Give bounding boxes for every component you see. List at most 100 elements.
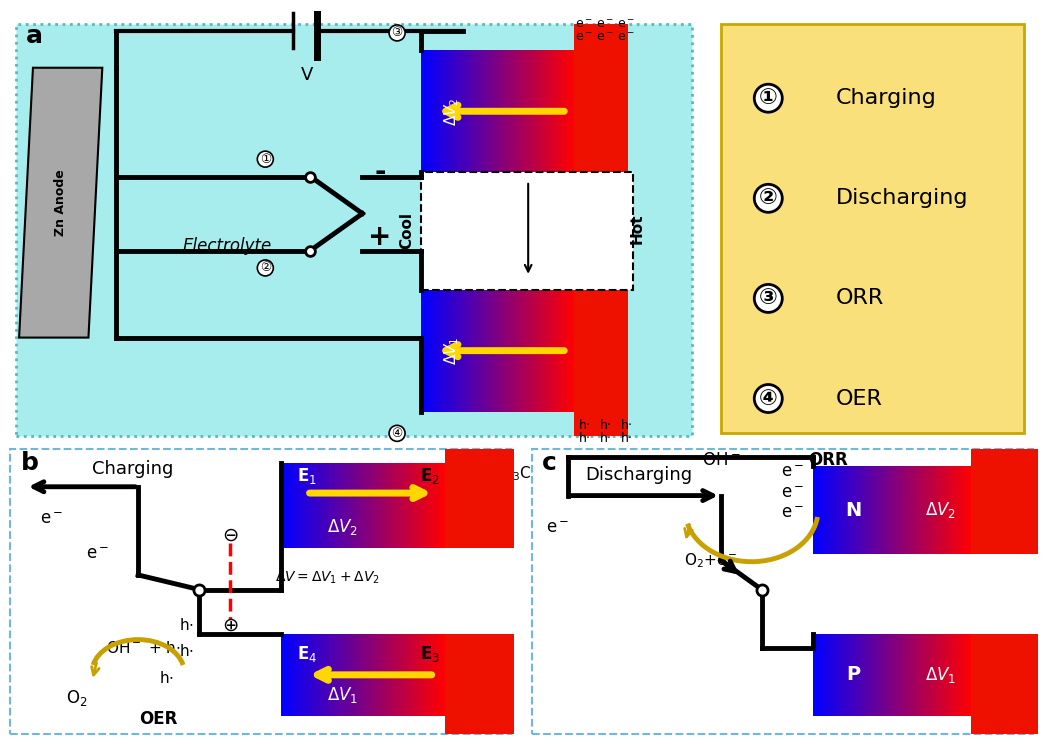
Bar <box>527 289 528 411</box>
Bar <box>547 289 548 411</box>
Bar <box>912 634 913 716</box>
Bar <box>553 289 554 411</box>
Text: ⊕: ⊕ <box>222 615 238 635</box>
Bar <box>551 51 553 172</box>
Bar <box>404 464 406 548</box>
Text: Charging: Charging <box>92 460 174 478</box>
Bar <box>461 289 463 411</box>
Bar <box>437 634 438 716</box>
Bar <box>319 464 320 548</box>
Bar <box>937 634 938 716</box>
Bar <box>846 634 848 716</box>
Bar <box>485 289 487 411</box>
Bar <box>434 289 435 411</box>
Bar <box>328 464 329 548</box>
Bar <box>840 634 842 716</box>
Bar <box>895 634 897 716</box>
Bar <box>481 289 483 411</box>
Bar <box>567 51 569 172</box>
Bar <box>517 51 519 172</box>
Bar <box>905 466 906 554</box>
Bar <box>941 634 943 716</box>
Bar <box>311 634 312 716</box>
Bar <box>398 634 401 716</box>
Bar <box>389 634 391 716</box>
Bar <box>962 634 964 716</box>
Bar <box>384 464 386 548</box>
Bar <box>886 466 888 554</box>
Bar <box>948 634 949 716</box>
Text: V: V <box>300 65 313 83</box>
Bar <box>403 464 404 548</box>
Bar <box>496 289 498 411</box>
Bar <box>286 634 288 716</box>
Text: O$_2$: O$_2$ <box>66 688 88 708</box>
Bar <box>528 51 530 172</box>
Bar <box>444 548 514 634</box>
Bar <box>927 634 928 716</box>
Bar <box>559 51 560 172</box>
Bar <box>345 464 346 548</box>
Bar <box>916 634 918 716</box>
Bar <box>432 51 434 172</box>
Bar <box>833 466 835 554</box>
Bar <box>903 634 905 716</box>
Bar <box>857 466 858 554</box>
Bar <box>426 289 428 411</box>
Bar <box>931 466 933 554</box>
Bar <box>534 289 536 411</box>
Bar <box>308 464 309 548</box>
Bar <box>415 464 417 548</box>
Bar <box>858 634 860 716</box>
Bar <box>821 634 823 716</box>
Bar <box>422 289 425 411</box>
Bar <box>941 634 943 716</box>
Bar <box>365 634 366 716</box>
Bar <box>528 289 530 411</box>
Bar <box>355 634 357 716</box>
Bar <box>345 634 346 716</box>
Bar <box>354 464 355 548</box>
Bar <box>433 464 435 548</box>
Bar <box>543 289 545 411</box>
Bar <box>510 289 511 411</box>
Bar <box>435 51 437 172</box>
Bar <box>437 51 438 172</box>
Bar <box>819 466 821 554</box>
Bar <box>481 51 483 172</box>
Bar <box>827 634 829 716</box>
Bar <box>291 464 293 548</box>
Bar <box>312 464 314 548</box>
Bar <box>573 51 574 172</box>
Bar <box>875 634 876 716</box>
Bar <box>349 634 351 716</box>
Bar <box>553 51 554 172</box>
Bar <box>957 466 959 554</box>
Bar <box>542 289 543 411</box>
Bar <box>437 51 438 172</box>
Bar <box>839 466 840 554</box>
Bar <box>818 466 819 554</box>
Bar <box>849 466 851 554</box>
Bar <box>423 634 426 716</box>
Bar <box>940 466 941 554</box>
Bar <box>431 289 432 411</box>
Bar <box>836 634 839 716</box>
Bar <box>300 464 302 548</box>
Bar <box>534 289 536 411</box>
Bar <box>374 464 377 548</box>
Bar <box>531 289 533 411</box>
Bar <box>388 634 389 716</box>
Bar <box>566 289 567 411</box>
Bar <box>866 634 867 716</box>
Bar <box>395 464 397 548</box>
Bar <box>309 464 311 548</box>
Bar <box>517 289 519 411</box>
Bar <box>448 289 451 411</box>
Bar <box>539 289 540 411</box>
Bar <box>371 464 372 548</box>
Bar <box>465 51 467 172</box>
Bar <box>283 634 285 716</box>
Text: h$\cdot$: h$\cdot$ <box>578 418 590 432</box>
Bar <box>547 289 548 411</box>
